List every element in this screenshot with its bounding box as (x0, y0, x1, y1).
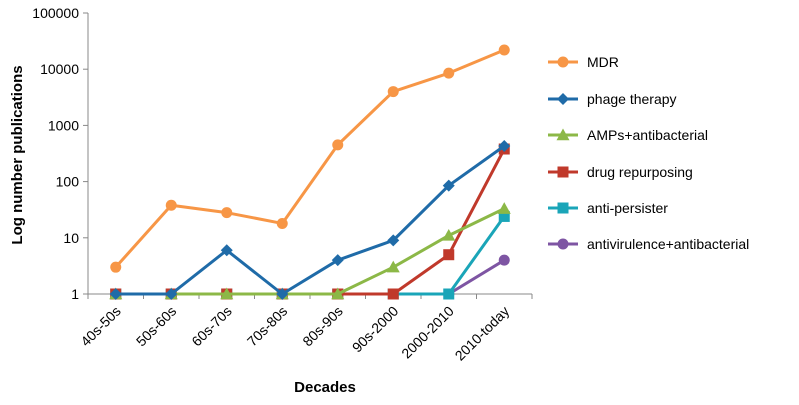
y-axis: 1 10 100 1000 10000 100000 (32, 5, 88, 302)
series-line (115, 148, 506, 296)
data-point (220, 244, 233, 257)
data-point (220, 287, 234, 300)
data-point (443, 288, 455, 300)
x-tick-label: 70s-80s (244, 303, 291, 350)
legend-label: drug repurposing (587, 164, 693, 180)
y-tick-label: 10000 (40, 61, 79, 77)
y-tick-label: 1000 (48, 117, 79, 133)
legend-swatch-marker (557, 56, 569, 68)
x-tick-label: 90s-2000 (349, 303, 402, 356)
data-point (331, 254, 344, 267)
data-point (332, 139, 344, 151)
y-axis-title: Log number publications (9, 65, 26, 244)
legend-item: anti-persister (548, 200, 668, 216)
series-line (115, 207, 505, 296)
legend-swatch-marker (557, 93, 569, 105)
x-tick-label: 2000-2010 (398, 303, 457, 362)
data-point (498, 210, 510, 222)
x-tick-label: 2010-today (452, 303, 513, 364)
legend-item: phage therapy (548, 91, 677, 107)
y-tick-label: 100000 (32, 5, 79, 21)
legend-swatch-marker (556, 128, 570, 141)
legend-item: MDR (548, 54, 619, 70)
x-tick-label: 40s-50s (77, 303, 124, 350)
y-tick-label: 1 (71, 286, 79, 302)
data-point (442, 228, 456, 241)
x-tick-label: 80s-90s (299, 303, 346, 350)
series-line (115, 144, 506, 296)
y-tick-label: 10 (63, 230, 79, 246)
plot-area (87, 13, 532, 295)
data-point (442, 179, 455, 192)
data-point (443, 249, 455, 261)
data-point (497, 202, 511, 214)
legend-item: antivirulence+antibacterial (548, 236, 749, 252)
legend-label: AMPs+antibacterial (587, 127, 708, 143)
series-layer (109, 44, 511, 300)
data-point (276, 288, 289, 300)
data-point (387, 86, 399, 98)
data-point (221, 207, 233, 219)
x-tick-label: 60s-70s (188, 303, 235, 350)
data-point (498, 44, 510, 56)
data-point (276, 217, 288, 229)
data-point (165, 288, 178, 300)
legend-label: antivirulence+antibacterial (587, 236, 749, 252)
legend-swatch-marker (557, 166, 569, 178)
legend-item: AMPs+antibacterial (548, 127, 708, 143)
data-point (110, 261, 122, 273)
data-point (498, 254, 510, 266)
legend: MDR phage therapy AMPs+antibacterial drug r… (548, 54, 749, 252)
data-point (387, 234, 400, 247)
series-line (114, 48, 505, 269)
x-axis: 40s-50s 50s-60s 60s-70s 70s-80s 80s-90s 90s-2… (77, 294, 533, 364)
legend-swatch-marker (557, 202, 569, 214)
legend-item: drug repurposing (548, 164, 693, 180)
data-point (387, 288, 399, 300)
data-point (443, 67, 455, 79)
series-phage-therapy (109, 139, 511, 300)
data-point (331, 287, 345, 300)
y-tick-label: 100 (56, 174, 80, 190)
series-mdr (110, 44, 510, 273)
data-point (386, 260, 400, 273)
legend-label: phage therapy (587, 91, 677, 107)
data-point (498, 139, 511, 152)
data-point (109, 288, 122, 300)
legend-label: MDR (587, 54, 619, 70)
legend-swatch-marker (557, 238, 569, 250)
x-tick-label: 50s-60s (133, 303, 180, 350)
x-axis-title: Decades (294, 379, 356, 396)
legend-label: anti-persister (587, 200, 668, 216)
data-point (165, 199, 177, 211)
